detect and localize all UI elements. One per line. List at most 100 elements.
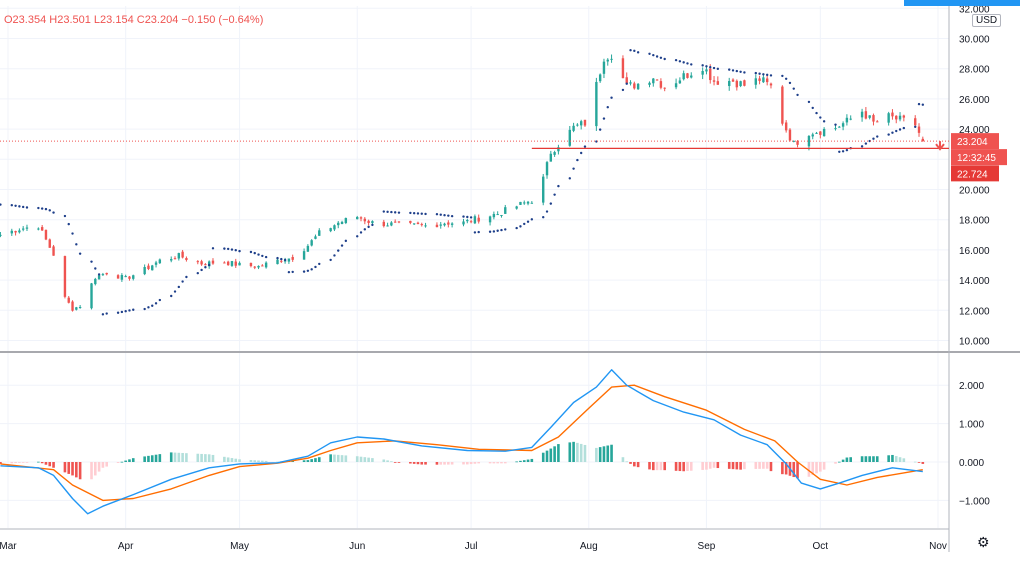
histogram-bar: [200, 453, 203, 462]
candle: [655, 79, 659, 81]
candle: [921, 136, 925, 142]
candle-body: [595, 81, 598, 127]
histogram-bar: [792, 462, 796, 478]
histogram-bar: [314, 458, 317, 462]
line-price-tag: [951, 165, 999, 182]
candle-body: [792, 140, 795, 142]
line-price-value: 22.724: [957, 169, 988, 180]
histogram-bar: [317, 457, 321, 462]
histogram-bar: [769, 462, 773, 472]
candle-body: [663, 87, 666, 89]
candle-body: [784, 122, 788, 131]
candle-body: [356, 217, 359, 220]
ohlc-low: L23.154: [93, 14, 134, 26]
candle-body: [97, 275, 101, 280]
parabolic-sar: [0, 48, 925, 316]
candle-body: [10, 230, 13, 234]
candle: [690, 72, 693, 79]
sar-dot: [576, 158, 579, 162]
sar-dot: [128, 309, 131, 312]
sar-dot: [75, 243, 78, 246]
price-tick-label: 16.000: [959, 246, 990, 257]
histogram-bar: [439, 462, 443, 465]
histogram-bar: [921, 462, 925, 464]
candle-body: [629, 82, 632, 84]
candle: [838, 125, 841, 128]
candle-body: [682, 73, 685, 80]
candle-body: [469, 221, 473, 223]
sar-dot: [572, 167, 575, 170]
gear-icon[interactable]: ⚙: [977, 534, 990, 550]
candle: [701, 67, 704, 80]
histogram-bar: [712, 462, 716, 468]
histogram-bar: [678, 462, 682, 472]
macd-tick-label: 2.000: [959, 381, 984, 392]
currency-badge[interactable]: USD: [972, 14, 1002, 27]
sar-dot: [52, 211, 55, 214]
histogram-bar: [48, 462, 52, 467]
candle: [663, 87, 666, 92]
candle-body: [63, 256, 67, 297]
sar-dot: [25, 206, 29, 209]
candle-body: [659, 81, 663, 88]
candle-body: [731, 79, 735, 82]
histogram-bar: [382, 459, 386, 462]
candle-body: [860, 111, 864, 118]
candle: [116, 274, 120, 279]
time-tick-label: Apr: [118, 541, 134, 552]
sar-dot: [67, 222, 70, 226]
price-tick-label: 30.000: [959, 35, 990, 46]
histogram-bar: [917, 462, 921, 463]
histogram-bar: [496, 462, 499, 464]
candle: [891, 109, 894, 120]
candle-body: [788, 129, 792, 141]
sar-dot: [807, 100, 811, 104]
price-tick-label: 28.000: [959, 65, 990, 76]
candle-body: [101, 274, 105, 276]
candle: [287, 258, 291, 264]
candle: [576, 123, 579, 127]
histogram-bar: [864, 456, 868, 462]
candle: [595, 77, 598, 131]
histogram-bar: [196, 453, 200, 462]
candle: [173, 256, 177, 260]
sar-dot: [716, 67, 720, 71]
candle: [52, 244, 55, 256]
candle-body: [572, 125, 575, 131]
candle-body: [758, 78, 761, 81]
sar-dot: [921, 103, 925, 106]
candle-body: [542, 176, 545, 203]
candle: [784, 120, 788, 133]
candle-body: [841, 123, 845, 127]
candle: [90, 282, 93, 310]
candle-body: [553, 152, 556, 155]
price-tick-label: 18.000: [959, 216, 990, 227]
candle: [14, 230, 17, 236]
candle: [226, 260, 230, 266]
histogram-bar: [173, 452, 177, 462]
sar-dot: [0, 203, 2, 206]
candle-body: [709, 68, 712, 81]
candle-body: [769, 83, 773, 86]
histogram-bar: [743, 462, 746, 470]
sar-dot: [356, 235, 359, 238]
sar-dot: [887, 133, 890, 136]
histogram-bar: [302, 460, 306, 462]
candle: [868, 115, 871, 120]
candle-body: [473, 216, 477, 224]
histogram-bar: [435, 462, 439, 465]
candle: [898, 112, 902, 122]
sar-dot: [712, 66, 716, 70]
ohlc-high: H23.501: [49, 14, 91, 26]
candle-body: [765, 78, 769, 83]
candle-body: [302, 251, 306, 260]
histogram-bar: [67, 462, 71, 474]
sar-dot: [841, 150, 845, 153]
candle: [872, 113, 875, 126]
candle-body: [173, 258, 177, 260]
histogram-bar: [610, 444, 613, 462]
candle-body: [686, 73, 689, 78]
candle-body: [610, 58, 613, 60]
histogram-bar: [541, 452, 545, 462]
sar-dot: [234, 248, 237, 252]
